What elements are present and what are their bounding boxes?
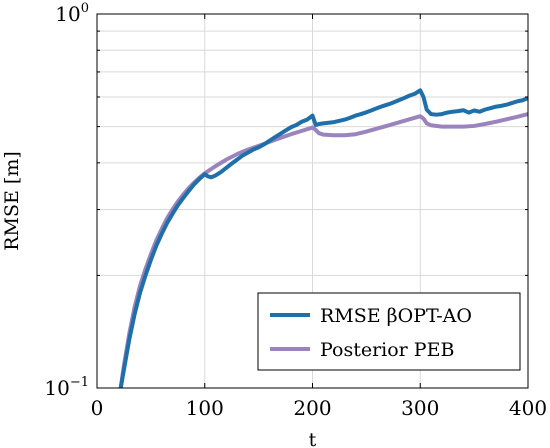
x-tick-label: 400	[509, 396, 547, 420]
tick-labels: 0 100 200 300 400 10−1 100	[44, 1, 547, 420]
series-layer	[118, 88, 529, 389]
y-tick-label: 100	[55, 1, 89, 26]
x-tick-label: 200	[293, 396, 331, 420]
x-tick-label: 100	[186, 396, 224, 420]
legend-label-peb: Posterior PEB	[320, 339, 454, 361]
series-line-0	[118, 88, 529, 389]
x-tick-label: 0	[91, 396, 104, 420]
legend: RMSE βOPT-AO Posterior PEB	[257, 292, 521, 371]
grid-lines	[97, 14, 528, 388]
legend-box	[257, 292, 521, 371]
y-axis-title: RMSE [m]	[1, 151, 23, 251]
ticks	[96, 14, 529, 388]
series-line-1	[118, 112, 529, 389]
x-axis-title: t	[309, 429, 317, 448]
x-tick-label: 300	[401, 396, 439, 420]
y-tick-label: 10−1	[44, 375, 89, 400]
legend-label-rmse: RMSE βOPT-AO	[320, 305, 472, 327]
